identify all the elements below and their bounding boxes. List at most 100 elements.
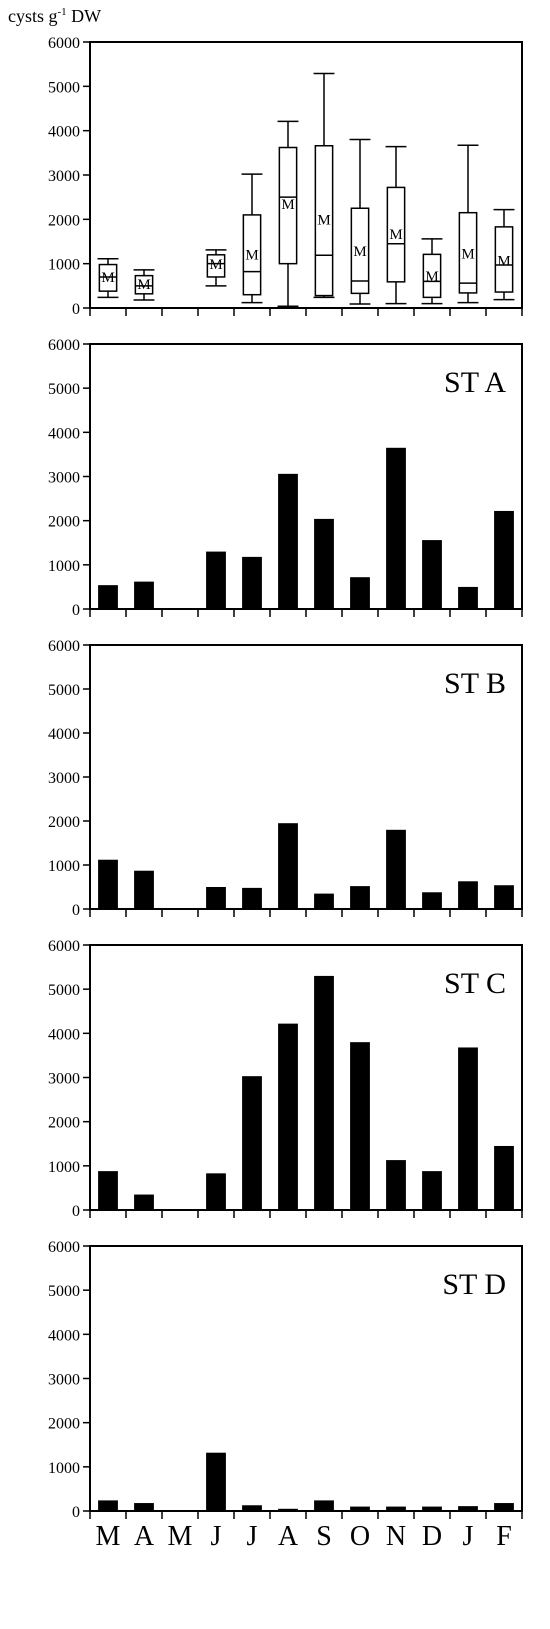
box-4-iqr [206,254,226,278]
panel-3-ytick-label: 4000 [48,726,80,743]
panel-3-ytick-label: 6000 [48,638,80,655]
panel-5-ytick-label: 3000 [48,1372,80,1389]
panel-5-bar-2 [134,1503,154,1511]
panel-5-bar-10 [422,1506,442,1511]
panel-2-ytick-label: 5000 [48,381,80,398]
panel-2-bar-10 [422,540,442,609]
panel-5-title: ST D [442,1268,506,1301]
panel-2-ytick-label: 3000 [48,470,80,487]
panel-5-bar-8 [350,1506,370,1511]
panel-5-bar-11 [458,1506,478,1511]
panel-3-bar-10 [422,892,442,909]
panel-5-ytick-label: 2000 [48,1416,80,1433]
panel-2-bar-6 [278,473,298,609]
y-unit-label: cysts g-1 DW [8,6,101,27]
box-11-iqr [458,211,478,294]
panel-4-bar-12 [494,1145,514,1210]
box-2-mean-marker: M [137,277,150,293]
panel-4-ytick-label: 0 [72,1203,80,1220]
panel-2-bar-4 [206,551,226,609]
panel-2-bar-1 [98,585,118,609]
unit-label-rest: DW [66,6,102,26]
panel-3-ytick-label: 1000 [48,858,80,875]
box-6-mean-marker: M [281,197,294,213]
panel-1-ytick-label: 2000 [48,212,80,229]
panel-3-bar-5 [242,887,262,909]
box-8-iqr [350,207,370,295]
panel-3-bar-11 [458,881,478,909]
panel-5-bar-5 [242,1505,262,1511]
panel-3-bar-9 [386,829,406,909]
panel-2-ytick-label: 1000 [48,558,80,575]
panel-4-bar-9 [386,1160,406,1210]
panel-2-ytick-label: 6000 [48,337,80,354]
box-12-mean-marker: M [497,254,510,270]
panel-2-bar-12 [494,510,514,609]
panel-2-bar-7 [314,518,334,609]
box-8-mean-marker: M [353,244,366,260]
panel-2-bar-8 [350,577,370,609]
panel-1-ytick-label: 5000 [48,79,80,96]
box-10-iqr [422,253,442,299]
month-label-12: F [496,1521,512,1552]
box-1-iqr [98,263,118,292]
box-5-mean-marker: M [245,247,258,263]
panel-3-bar-6 [278,823,298,909]
panel-5-ytick-label: 4000 [48,1327,80,1344]
panel-4-bar-7 [314,975,334,1210]
panel-4-bar-11 [458,1047,478,1210]
panel-1-ytick-label: 1000 [48,257,80,274]
panel-3-bar-7 [314,893,334,909]
box-10-mean-marker: M [425,269,438,285]
month-label-4: J [211,1521,222,1552]
panel-3-bar-1 [98,859,118,909]
panel-4-bar-5 [242,1076,262,1210]
panel-3-ytick-label: 2000 [48,814,80,831]
panel-4-bar-8 [350,1042,370,1210]
panel-3-bar-4 [206,887,226,909]
box-7-iqr [314,144,334,297]
box-5-iqr [242,214,262,296]
panel-3-bar-8 [350,886,370,909]
panel-2-bar-2 [134,581,154,609]
panel-4-bar-4 [206,1173,226,1210]
box-6-iqr [278,146,298,265]
panel-2-bar-9 [386,447,406,609]
panel-4-bar-1 [98,1171,118,1210]
panel-4-ytick-label: 6000 [48,938,80,955]
month-label-5: J [247,1521,258,1552]
box-12-iqr [494,226,514,293]
panel-5-ytick-label: 0 [72,1504,80,1521]
month-label-7: S [316,1521,332,1552]
panel-1-ytick-label: 3000 [48,168,80,185]
panel-4-ytick-label: 1000 [48,1159,80,1176]
panel-4-bar-10 [422,1171,442,1210]
panel-5-ytick-label: 6000 [48,1239,80,1256]
panel-5-bar-12 [494,1503,514,1511]
panel-5-ytick-label: 1000 [48,1460,80,1477]
box-1-mean-marker: M [101,270,114,286]
box-9-mean-marker: M [389,227,402,243]
panel-4-ytick-label: 5000 [48,982,80,999]
month-label-2: A [134,1521,155,1552]
panel-1-ytick-label: 0 [72,301,80,318]
month-label-8: O [350,1521,370,1552]
panel-1-ytick-label: 6000 [48,35,80,52]
panel-4-ytick-label: 2000 [48,1115,80,1132]
box-2-iqr [134,274,154,295]
panel-4-bar-2 [134,1194,154,1210]
panel-4-title: ST C [444,967,506,1000]
panel-3-ytick-label: 0 [72,902,80,919]
panel-5-bar-4 [206,1452,226,1511]
panel-2-ytick-label: 4000 [48,425,80,442]
panel-5-bar-7 [314,1500,334,1511]
panel-3-ytick-label: 5000 [48,682,80,699]
panel-5-bar-6 [278,1508,298,1511]
month-label-6: A [278,1521,299,1552]
box-7-mean-marker: M [317,212,330,228]
panel-4-bar-6 [278,1023,298,1210]
panel-2-bar-5 [242,556,262,609]
month-label-11: J [463,1521,474,1552]
panel-5-bar-1 [98,1500,118,1511]
